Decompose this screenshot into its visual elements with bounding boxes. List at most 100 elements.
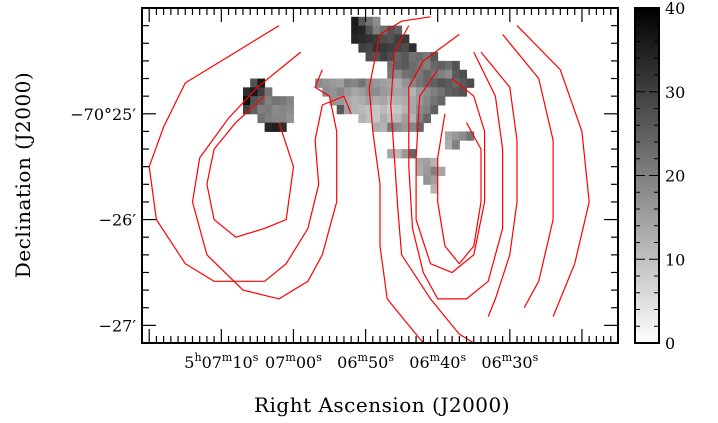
map-cell [423,52,431,62]
map-cell [380,113,388,124]
contour-line [502,34,554,308]
map-cell [408,122,417,132]
map-cell [423,166,431,176]
map-cell [250,104,258,115]
y-axis-title: Declination (J2000) [11,72,35,278]
map-cell [387,122,395,132]
map-cell [358,78,367,88]
map-cell [430,96,439,106]
map-cell [444,140,453,150]
x-tick-label: 06m50s [337,351,394,372]
map-cell [380,52,388,62]
map-cell [271,113,280,124]
map-cell [452,78,460,88]
map-cell [264,96,273,106]
map-cell [437,69,446,80]
map-cell [416,78,424,88]
map-cell [452,60,460,71]
map-cell [452,140,460,150]
map-cell [365,104,374,115]
map-cell [387,69,395,80]
map-cell [459,87,468,97]
map-cell [401,52,410,62]
map-cell [336,87,345,97]
colorbar: 0 10 20 30 40 [634,0,685,353]
map-cell [343,78,352,88]
map-cell [271,104,280,115]
map-cell [257,96,266,106]
colorbar-ticks: 0 10 20 30 40 [635,0,685,353]
contour-line [368,16,431,343]
map-cell [430,157,439,168]
map-cell [437,78,446,88]
map-cell [279,104,287,115]
map-cell [372,104,381,115]
map-cell [387,25,395,35]
map-cell [336,96,345,106]
map-cell [365,52,374,62]
map-cell [372,96,381,106]
map-cell [452,131,460,141]
map-cell [380,96,388,106]
map-cell [416,52,424,62]
contour-line [480,51,518,317]
y-tick-label: −27′ [99,316,137,335]
map-cell [408,60,417,71]
map-cell [437,96,446,106]
map-cell [408,113,417,124]
map-cell [394,69,403,80]
map-cell [401,149,410,159]
map-cell [372,78,381,88]
contour-overlay [148,16,590,343]
map-cell [394,149,403,159]
map-cell [444,131,453,141]
map-cell [401,69,410,80]
map-cell [408,149,417,159]
contour-line [191,51,338,300]
map-cell [257,78,266,88]
map-cell [250,87,258,97]
y-tick-label: −70°25′ [70,105,136,124]
map-cell [444,60,453,71]
map-cell [358,104,367,115]
map-cell [394,52,403,62]
map-cell [444,87,453,97]
map-cell [459,131,468,141]
map-cell [315,78,323,88]
map-cell [242,87,251,97]
map-cell [430,166,439,176]
map-cell [423,96,431,106]
map-cell [466,78,475,88]
map-cell [257,113,266,124]
map-cell [430,175,439,185]
map-cell [380,122,388,132]
map-cell [408,69,417,80]
map-cell [408,43,417,53]
map-cell [372,16,381,27]
map-cell [452,69,460,80]
map-cell [394,60,403,71]
map-cell [264,122,273,132]
map-cell [271,122,280,132]
map-cell [401,60,410,71]
map-cell [372,122,381,132]
map-cell [242,104,251,115]
map-cell [430,104,439,115]
x-tick-label: 06m40s [409,351,466,372]
map-cell [264,113,273,124]
map-cell [452,87,460,97]
map-cell [351,87,359,97]
map-cell [430,60,439,71]
map-cell [430,78,439,88]
map-cell [351,96,359,106]
map-cell [401,34,410,44]
map-cell [250,96,258,106]
map-cell [343,96,352,106]
map-cell [408,87,417,97]
map-cell [387,87,395,97]
map-cell [322,87,331,97]
contour-line [390,25,475,343]
map-cell [444,69,453,80]
map-cell [343,87,352,97]
